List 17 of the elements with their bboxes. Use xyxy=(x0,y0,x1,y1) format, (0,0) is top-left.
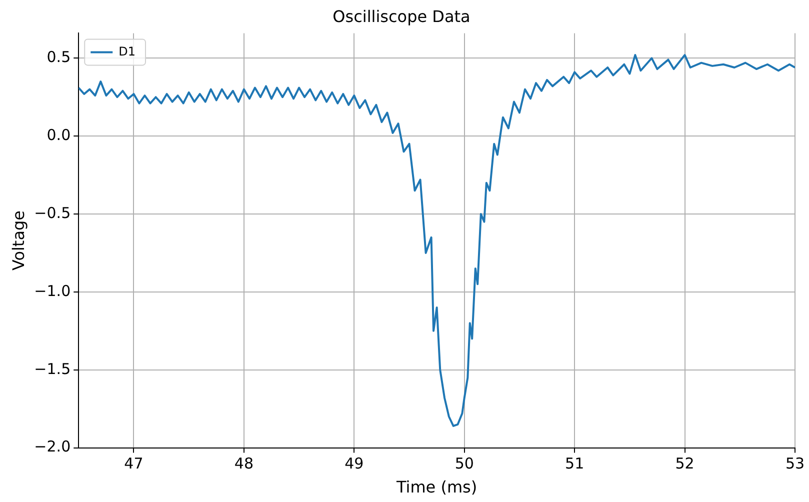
x-tick-label: 51 xyxy=(565,454,584,473)
y-tick-label: −2.0 xyxy=(34,438,71,456)
x-tick-label: 49 xyxy=(344,454,364,473)
y-tick-label: 0.5 xyxy=(46,48,71,66)
x-axis-title: Time (ms) xyxy=(395,478,478,497)
x-tick-label: 50 xyxy=(454,454,474,473)
y-tick-label: −0.5 xyxy=(34,204,71,222)
x-tick-label: 52 xyxy=(675,454,694,473)
y-axis-title: Voltage xyxy=(8,210,28,271)
y-tick-label: −1.5 xyxy=(34,360,71,378)
y-tick-label: −1.0 xyxy=(34,282,71,300)
x-tick-label: 47 xyxy=(124,454,144,473)
chart-title: Oscilliscope Data xyxy=(332,6,470,26)
x-tick-label: 48 xyxy=(234,454,254,473)
y-tick-label: 0.0 xyxy=(46,126,71,144)
legend-label: D1 xyxy=(118,44,136,58)
x-tick-label: 53 xyxy=(785,454,805,473)
